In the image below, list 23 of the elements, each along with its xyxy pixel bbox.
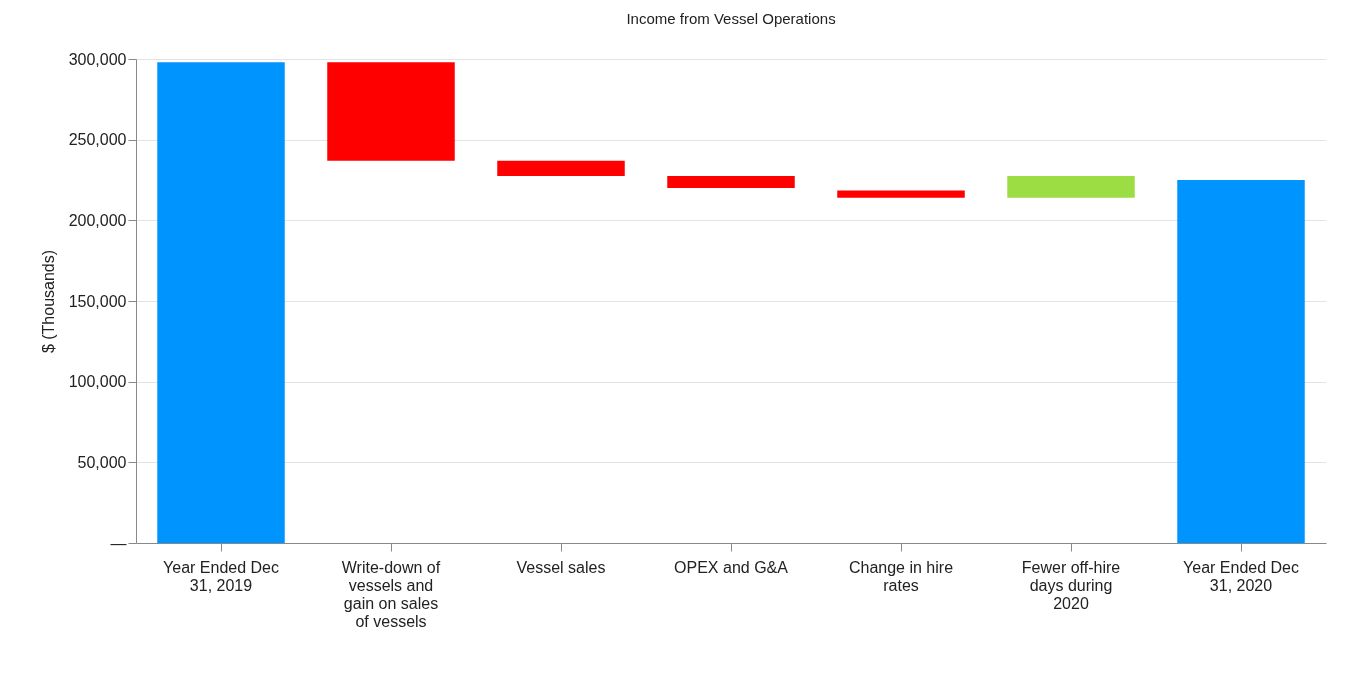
x-tick-label: OPEX and G&A [674,558,789,576]
bar [1007,175,1135,198]
x-tick-label: Year Ended Dec 31, 2019 [163,558,279,594]
y-axis-title: $ (Thousands) [39,249,57,354]
bar [327,62,455,161]
bar [667,175,795,189]
bar [157,62,285,543]
bar [497,160,625,176]
y-tick-label: 200,000 [68,211,127,229]
x-tick-label: Write-down of vessels and gain on sales of vessels [341,558,441,630]
x-tick-label: Year Ended Dec 31, 2020 [1183,558,1299,594]
chart-title: Income from Vessel Operations [626,10,836,27]
bar [837,190,965,198]
y-tick-label: 150,000 [68,292,127,310]
y-tick-label: 250,000 [68,131,127,149]
y-tick-label: — [110,534,127,552]
y-tick-label: 100,000 [68,373,127,391]
x-tick-label: Fewer off-hire days during 2020 [1021,558,1121,612]
x-tick-label: Vessel sales [516,558,606,576]
y-tick-label: 50,000 [77,453,127,471]
x-tick-label: Change in hire rates [848,558,954,594]
bar [1177,180,1305,543]
y-tick-label: 300,000 [68,50,127,68]
